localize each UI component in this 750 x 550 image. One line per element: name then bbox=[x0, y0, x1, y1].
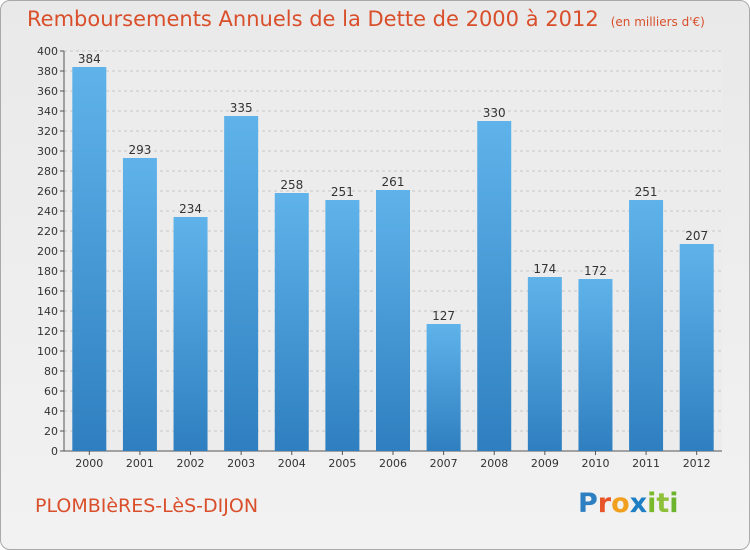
bar bbox=[477, 121, 512, 451]
logo-letter: r bbox=[597, 488, 612, 519]
x-tick-label: 2010 bbox=[581, 457, 609, 470]
data-label: 127 bbox=[432, 309, 455, 323]
x-tick-label: 2007 bbox=[430, 457, 458, 470]
chart-unit-text: (en milliers d'€) bbox=[610, 15, 705, 29]
y-tick-label: 380 bbox=[37, 65, 58, 78]
bar bbox=[173, 217, 208, 451]
logo-letter: o bbox=[611, 488, 630, 519]
data-label: 335 bbox=[230, 101, 253, 115]
bar bbox=[224, 116, 259, 451]
data-label: 174 bbox=[533, 262, 556, 276]
x-tick-label: 2003 bbox=[227, 457, 255, 470]
x-tick-label: 2001 bbox=[126, 457, 154, 470]
bar bbox=[72, 67, 107, 451]
y-tick-label: 80 bbox=[44, 365, 58, 378]
data-label: 330 bbox=[483, 106, 506, 120]
chart-title-text: Remboursements Annuels de la Dette de 20… bbox=[27, 7, 599, 31]
y-tick-label: 320 bbox=[37, 125, 58, 138]
bar bbox=[629, 200, 664, 451]
y-tick-label: 0 bbox=[51, 445, 58, 458]
proxiti-logo: Proxiti bbox=[578, 488, 679, 519]
x-tick-label: 2009 bbox=[531, 457, 559, 470]
bar bbox=[527, 277, 562, 451]
bar bbox=[578, 279, 613, 451]
y-tick-label: 240 bbox=[37, 205, 58, 218]
bar bbox=[274, 193, 309, 451]
city-name: PLOMBIèRES-LèS-DIJON bbox=[35, 495, 259, 517]
y-tick-label: 300 bbox=[37, 145, 58, 158]
bar bbox=[426, 324, 461, 451]
labels: 2000 384 2001 293 2002 234 2003 335 2004 258 2005 2… bbox=[75, 52, 710, 470]
data-label: 293 bbox=[128, 143, 151, 157]
y-tick-label: 60 bbox=[44, 385, 58, 398]
data-label: 207 bbox=[685, 229, 708, 243]
bars bbox=[72, 67, 714, 451]
logo-letter: i bbox=[647, 488, 657, 519]
y-tick-label: 200 bbox=[37, 245, 58, 258]
x-tick-label: 2000 bbox=[75, 457, 103, 470]
logo-letter: i bbox=[669, 488, 679, 519]
data-label: 261 bbox=[382, 175, 405, 189]
x-tick-label: 2006 bbox=[379, 457, 407, 470]
data-label: 251 bbox=[331, 185, 354, 199]
y-tick-label: 400 bbox=[37, 45, 58, 58]
y-tick-label: 340 bbox=[37, 105, 58, 118]
data-label: 384 bbox=[78, 52, 101, 66]
x-tick-label: 2002 bbox=[177, 457, 205, 470]
data-label: 172 bbox=[584, 264, 607, 278]
axes: 0 20 40 60 80 100 120 140 160 180 200 220 240 260 280 3… bbox=[37, 45, 722, 458]
y-tick-label: 180 bbox=[37, 265, 58, 278]
bar bbox=[376, 190, 410, 451]
y-tick-label: 40 bbox=[44, 405, 58, 418]
y-tick-label: 360 bbox=[37, 85, 58, 98]
y-tick-label: 100 bbox=[37, 345, 58, 358]
x-tick-label: 2012 bbox=[683, 457, 711, 470]
bar bbox=[325, 200, 360, 451]
x-tick-label: 2011 bbox=[632, 457, 660, 470]
y-tick-label: 260 bbox=[37, 185, 58, 198]
x-tick-label: 2004 bbox=[278, 457, 306, 470]
y-tick-label: 220 bbox=[37, 225, 58, 238]
logo-letter: x bbox=[629, 488, 648, 519]
y-tick-label: 280 bbox=[37, 165, 58, 178]
x-tick-label: 2005 bbox=[328, 457, 356, 470]
bar bbox=[122, 158, 157, 451]
data-label: 258 bbox=[280, 178, 303, 192]
y-tick-label: 20 bbox=[44, 425, 58, 438]
data-label: 234 bbox=[179, 202, 202, 216]
data-label: 251 bbox=[635, 185, 658, 199]
bar bbox=[679, 244, 714, 451]
y-tick-label: 160 bbox=[37, 285, 58, 298]
logo-letter: P bbox=[578, 488, 598, 519]
y-tick-label: 120 bbox=[37, 325, 58, 338]
x-tick-label: 2008 bbox=[480, 457, 508, 470]
chart-title: Remboursements Annuels de la Dette de 20… bbox=[27, 7, 705, 31]
logo-letter: t bbox=[656, 488, 670, 519]
y-tick-label: 140 bbox=[37, 305, 58, 318]
